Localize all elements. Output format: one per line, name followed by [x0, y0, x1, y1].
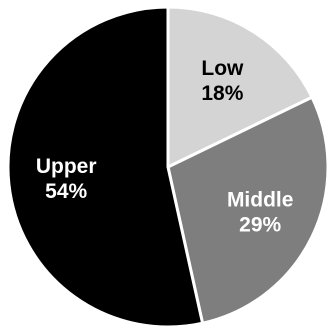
- pie-slices: [6, 5, 328, 329]
- slice-category: Upper: [36, 155, 97, 178]
- pie-labels: Low 18% Middle 29% Upper 54%: [36, 57, 294, 236]
- slice-label-middle: Middle 29%: [227, 189, 294, 237]
- slice-category: Low: [201, 57, 244, 80]
- slice-percent: 54%: [45, 180, 87, 203]
- pie-slice-low: [166, 5, 314, 169]
- pie-slice-middle: [166, 95, 328, 325]
- slice-category: Middle: [227, 189, 294, 212]
- slice-percent: 18%: [201, 82, 243, 105]
- slice-label-low: Low 18%: [201, 57, 244, 105]
- slice-percent: 29%: [239, 214, 281, 237]
- pie-slice-upper: [6, 5, 205, 329]
- slice-label-upper: Upper 54%: [36, 155, 97, 203]
